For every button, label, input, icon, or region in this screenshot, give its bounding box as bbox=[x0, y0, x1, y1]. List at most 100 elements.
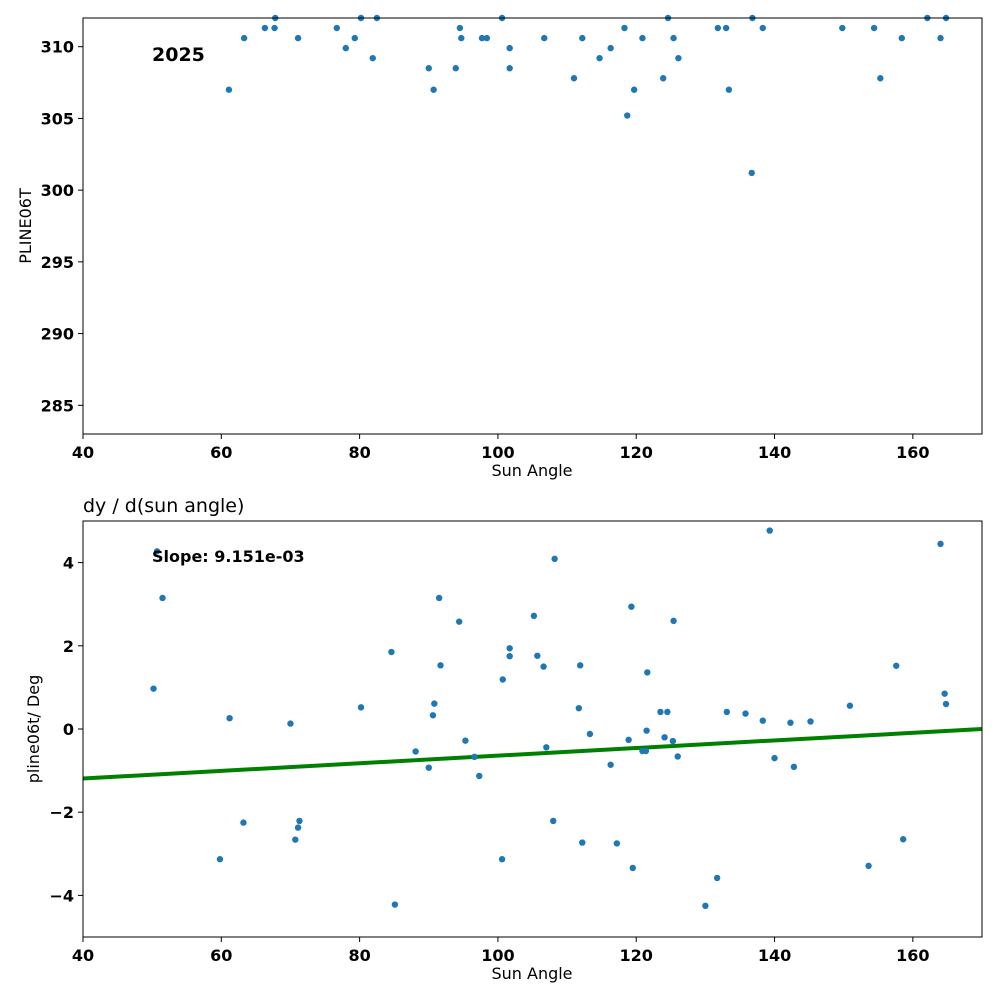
data-point bbox=[534, 652, 541, 659]
data-point bbox=[431, 700, 438, 707]
data-point bbox=[271, 24, 278, 32]
data-point bbox=[787, 719, 794, 726]
data-point bbox=[579, 839, 586, 846]
data-point bbox=[790, 763, 798, 771]
data-point bbox=[498, 856, 506, 863]
data-point bbox=[625, 736, 632, 744]
top-points bbox=[225, 14, 950, 177]
top-x-tick-label: 40 bbox=[72, 443, 94, 462]
data-point bbox=[702, 902, 709, 909]
data-point bbox=[471, 753, 478, 761]
bottom-x-tick-label: 140 bbox=[758, 946, 791, 965]
data-point bbox=[369, 54, 376, 62]
data-point bbox=[476, 772, 483, 780]
bottom-annotation: Slope: 9.151e-03 bbox=[152, 547, 305, 566]
data-point bbox=[937, 540, 944, 548]
data-point bbox=[225, 86, 233, 93]
data-point bbox=[893, 662, 900, 669]
data-point bbox=[621, 24, 628, 32]
data-point bbox=[294, 824, 302, 831]
data-point bbox=[899, 836, 907, 843]
bottom-x-axis-label: Sun Angle bbox=[491, 964, 572, 983]
bottom-x-tick-label: 100 bbox=[481, 946, 514, 965]
data-point bbox=[629, 864, 636, 872]
bottom-y-ticks: −4 −2 0 2 4 bbox=[49, 554, 83, 905]
data-point bbox=[159, 594, 166, 602]
data-point bbox=[437, 662, 444, 669]
data-point bbox=[624, 112, 631, 119]
bottom-plot-area bbox=[83, 521, 982, 937]
data-point bbox=[579, 34, 586, 42]
data-point bbox=[478, 34, 486, 42]
data-point bbox=[226, 714, 233, 722]
data-point bbox=[216, 856, 224, 863]
data-point bbox=[543, 744, 550, 751]
data-point bbox=[642, 747, 650, 755]
data-point bbox=[412, 748, 419, 755]
data-point bbox=[596, 54, 603, 62]
data-point bbox=[898, 34, 905, 42]
data-point bbox=[551, 555, 558, 563]
data-point bbox=[644, 669, 651, 676]
data-point bbox=[240, 34, 248, 42]
data-point bbox=[607, 44, 614, 52]
data-point bbox=[452, 65, 459, 72]
data-point bbox=[670, 34, 677, 42]
top-annotation: 2025 bbox=[152, 44, 205, 66]
top-x-axis-label: Sun Angle bbox=[491, 461, 572, 480]
data-point bbox=[575, 705, 583, 712]
data-point bbox=[723, 708, 731, 716]
data-point bbox=[807, 718, 814, 725]
bottom-y-tick-label: 4 bbox=[63, 554, 74, 573]
bottom-y-tick-label: 2 bbox=[63, 637, 74, 656]
data-point bbox=[430, 86, 437, 93]
data-point bbox=[664, 708, 671, 716]
bottom-x-tick-label: 60 bbox=[210, 946, 232, 965]
top-x-ticks: 40 60 80 100 120 140 160 bbox=[72, 434, 930, 462]
data-point bbox=[506, 653, 513, 660]
data-point bbox=[639, 34, 646, 42]
top-y-axis-label: PLINE06T bbox=[16, 188, 35, 264]
bottom-x-tick-label: 160 bbox=[896, 946, 929, 965]
data-point bbox=[425, 65, 432, 72]
bottom-y-tick-label: −4 bbox=[49, 886, 74, 905]
data-point bbox=[150, 685, 157, 692]
data-point bbox=[456, 24, 464, 32]
data-point bbox=[725, 86, 733, 93]
data-point bbox=[540, 663, 547, 670]
bottom-x-tick-label: 40 bbox=[72, 946, 94, 965]
data-point bbox=[766, 527, 773, 534]
data-point bbox=[506, 65, 513, 72]
fit-line bbox=[82, 727, 983, 781]
bottom-points bbox=[150, 527, 950, 909]
data-point bbox=[865, 862, 872, 870]
data-point bbox=[435, 594, 443, 602]
data-point bbox=[675, 54, 682, 62]
top-y-tick-label: 295 bbox=[41, 253, 74, 272]
data-point bbox=[941, 690, 948, 697]
data-point bbox=[674, 753, 681, 760]
top-x-tick-label: 60 bbox=[210, 443, 232, 462]
data-point bbox=[429, 712, 437, 719]
data-point bbox=[742, 710, 749, 717]
top-x-tick-label: 100 bbox=[481, 443, 514, 462]
data-point bbox=[530, 612, 538, 620]
data-point bbox=[628, 603, 635, 610]
data-point bbox=[670, 617, 677, 625]
data-point bbox=[630, 86, 638, 93]
data-point bbox=[759, 24, 766, 32]
data-point bbox=[261, 24, 269, 32]
bottom-x-tick-label: 120 bbox=[620, 946, 653, 965]
data-point bbox=[499, 676, 506, 683]
data-point bbox=[607, 761, 614, 768]
top-plot-area bbox=[83, 18, 982, 434]
data-point bbox=[669, 737, 677, 745]
data-point bbox=[722, 24, 730, 32]
bottom-chart-title: dy / d(sun angle) bbox=[83, 495, 244, 517]
data-point bbox=[287, 720, 294, 727]
data-point bbox=[643, 727, 650, 734]
data-point bbox=[657, 708, 664, 716]
bottom-panel: dy / d(sun angle) 40 60 80 100 120 140 160 −4−… bbox=[24, 495, 983, 983]
bottom-x-tick-label: 80 bbox=[348, 946, 370, 965]
top-y-tick-label: 305 bbox=[41, 109, 74, 128]
